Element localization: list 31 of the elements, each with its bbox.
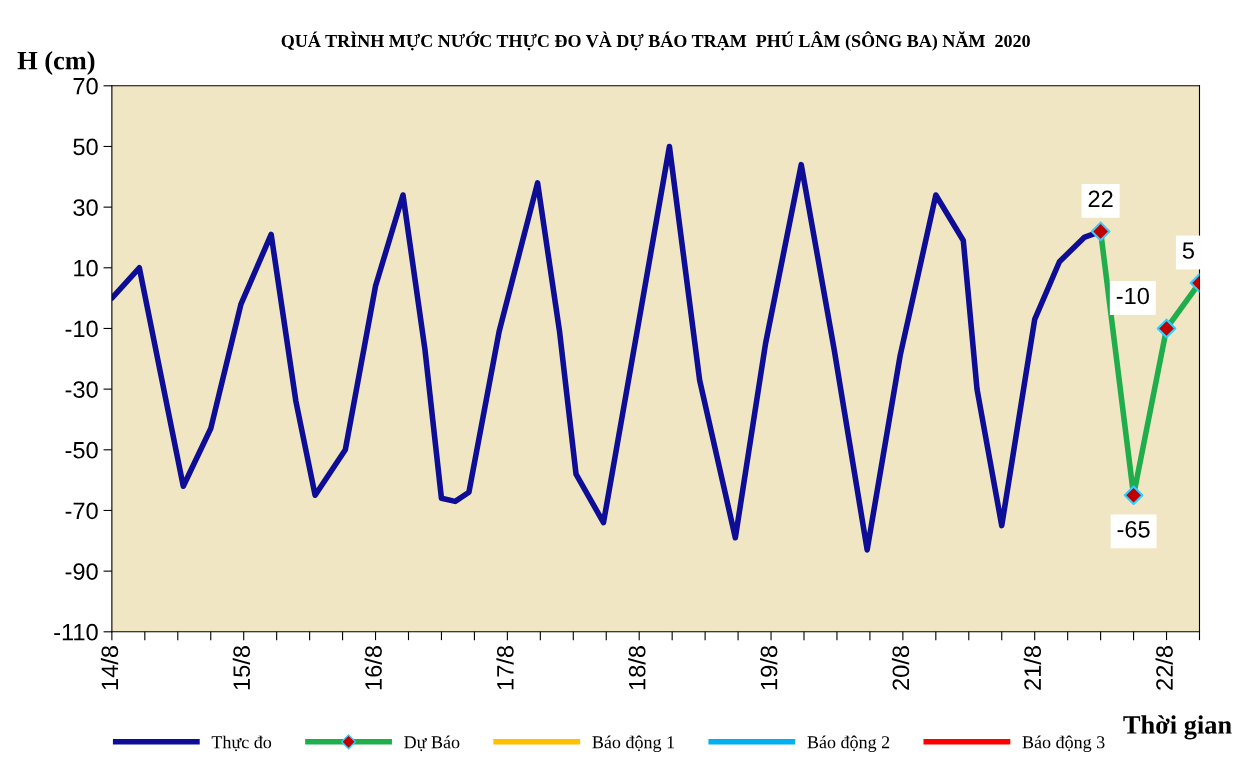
x-tick-label: 16/8 [364,646,382,690]
y-tick-label: 10 [74,259,98,277]
x-tick-label: 22/8 [1155,646,1173,690]
y-tick-label: 30 [73,199,98,216]
y-tick-label: -90 [65,563,98,580]
x-tick-label: 19/8 [760,646,778,690]
x-tick-label: 14/8 [100,646,119,690]
y-axis-title: H (cm) [17,50,95,75]
chart-title: QUÁ TRÌNH MỰC NƯỚC THỰC ĐO VÀ DỰ BÁO TRẠM PHÚ LÂM (SÔNG BA) NĂM 2020 [281,31,1030,51]
legend-label: Thực đo [211,735,272,752]
data-label: -10 [1116,287,1149,305]
legend-label: Báo động 3 [1022,735,1105,753]
y-tick-label: 50 [73,138,98,156]
x-tick-label: 21/8 [1023,646,1042,690]
y-tick-label: -110 [54,623,98,641]
legend-label: Báo động 2 [807,735,890,753]
x-tick-label: 20/8 [891,646,910,690]
data-label: -65 [1117,520,1150,538]
data-label: 22 [1088,190,1113,208]
legend-label: Báo động 1 [592,735,675,753]
x-axis-title: Thời gian [1123,715,1232,740]
data-label: 5 [1182,242,1194,259]
x-tick-label: 15/8 [232,646,251,690]
x-tick-label: 18/8 [628,646,646,690]
y-tick-label: -70 [65,502,98,520]
y-tick-label: 70 [73,77,98,95]
y-tick-label: -10 [65,320,98,338]
y-tick-label: -50 [65,441,98,459]
legend-label: Dự Báo [404,735,460,752]
y-tick-label: -30 [65,381,98,398]
x-tick-label: 17/8 [496,646,514,690]
